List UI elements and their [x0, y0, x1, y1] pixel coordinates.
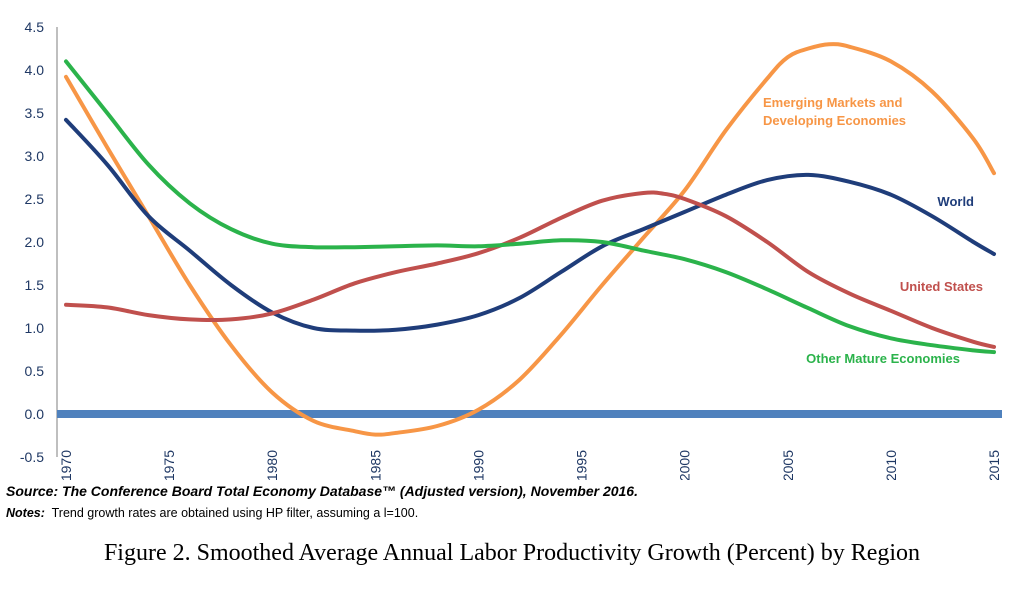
y-tick-label: 2.5	[25, 191, 45, 207]
notes-label: Notes:	[6, 506, 45, 520]
series-label-emerging-markets-and-developing-economies: Developing Economies	[763, 113, 906, 128]
y-tick-label: 4.0	[25, 62, 45, 78]
x-tick-label: 1980	[264, 450, 280, 480]
series-label-emerging-markets-and-developing-economies: Emerging Markets and	[763, 95, 902, 110]
y-tick-label: 3.5	[25, 105, 45, 121]
y-tick-label: 3.0	[25, 148, 45, 164]
x-tick-label: 2010	[883, 450, 899, 480]
y-tick-label: 1.0	[25, 320, 45, 336]
y-tick-label: 2.0	[25, 234, 45, 250]
y-tick-label: 0.5	[25, 363, 45, 379]
series-labels: Emerging Markets and Developing Economies…	[763, 95, 983, 366]
y-tick-label: -0.5	[20, 449, 44, 465]
y-tick-label: 1.5	[25, 277, 45, 293]
series-label-other-mature-economies: Other Mature Economies	[806, 351, 960, 366]
x-tick-label: 1985	[367, 450, 383, 480]
chart-axes: -0.5 0.0 0.5 1.0 1.5 2.0 2.5 3.0 3.5 4.0 4.5 1970 19…	[20, 19, 1002, 480]
x-tick-label: 1990	[470, 450, 486, 480]
series-line-emerging-markets-and-developing-economies	[64, 42, 996, 437]
x-tick-label: 2000	[677, 450, 693, 480]
x-tick-label: 1995	[574, 450, 590, 480]
series-lines	[64, 42, 996, 437]
x-tick-label: 1970	[58, 450, 74, 480]
y-tick-label: 0.0	[25, 406, 45, 422]
series-line-world	[64, 117, 996, 333]
notes: Notes: Trend growth rates are obtained u…	[6, 506, 418, 520]
line-chart: -0.5 0.0 0.5 1.0 1.5 2.0 2.5 3.0 3.5 4.0 4.5 1970 19…	[20, 19, 1002, 480]
series-label-world: World	[937, 194, 974, 209]
series-line-united-states	[64, 190, 996, 349]
x-tick-label: 2005	[780, 450, 796, 480]
x-tick-label: 2015	[986, 450, 1002, 480]
series-label-united-states: United States	[900, 279, 983, 294]
x-tick-label: 1975	[161, 450, 177, 480]
source-note: Source: The Conference Board Total Econo…	[6, 483, 638, 499]
y-tick-label: 4.5	[25, 19, 45, 35]
notes-text: Trend growth rates are obtained using HP…	[51, 506, 419, 520]
series-line-other-mature-economies	[64, 59, 996, 355]
figure-caption: Figure 2. Smoothed Average Annual Labor …	[103, 540, 921, 566]
